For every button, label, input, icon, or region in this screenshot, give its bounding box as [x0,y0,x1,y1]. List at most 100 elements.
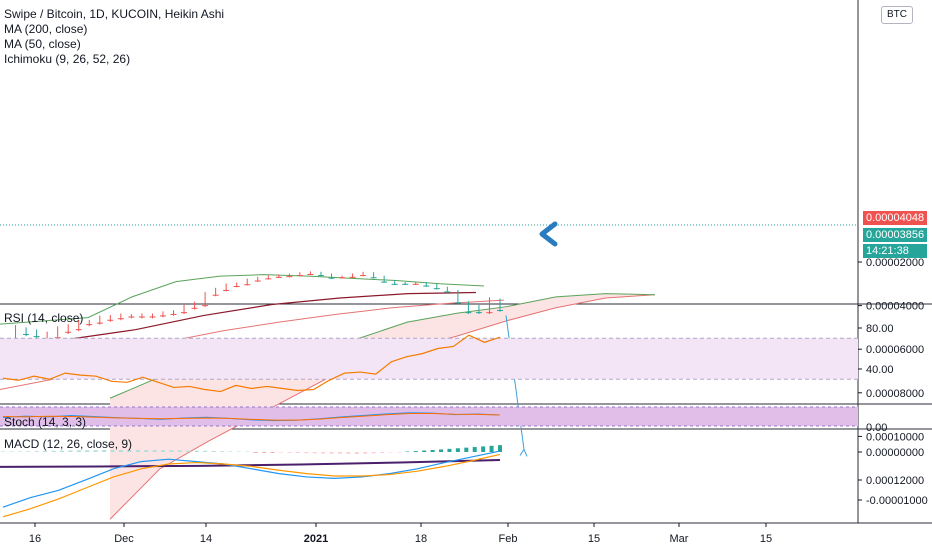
ichimoku-cloud [110,293,655,520]
stoch-label[interactable]: Stoch (14, 3, 3) [4,415,87,429]
macd-histogram-bar [110,450,115,452]
macd-histogram-bar [489,445,494,452]
price-tick-label: 0.00010000 [866,431,924,443]
projection-arrowhead [519,448,528,457]
macd-histogram-bar [43,450,48,452]
macd-histogram-bar [270,452,275,453]
candle-body [454,302,461,304]
macd-histogram-bar [472,447,477,452]
macd-histogram-bar [321,452,326,454]
candle-body [402,283,409,285]
macd-histogram-bar [363,452,368,454]
macd-histogram-bar [304,452,309,454]
price-tick-label: 0.00004000 [866,301,924,313]
time-tick-label: Feb [499,533,518,545]
candle-body [286,276,293,278]
time-tick-label: 15 [588,533,600,545]
rsi-tick-label: 40.00 [866,364,894,376]
macd-histogram-bar [51,450,56,452]
candle-body [275,276,282,278]
macd-histogram-bar [498,445,502,452]
macd-histogram-bar [253,452,258,453]
price-tick-label: 0.00012000 [866,475,924,487]
stoch-tick-label: 0.00 [866,422,887,434]
candle-body [349,276,356,278]
candle-body [265,278,272,280]
macd-histogram-bar [93,450,98,452]
candle-body [444,291,451,293]
left-arrow-marker [539,221,558,247]
rsi-band [0,338,858,380]
candle-body [107,319,114,321]
candle-body [96,322,103,324]
macd-histogram-bar [388,452,393,453]
macd-histogram-bar [85,450,90,452]
macd-histogram-bar [278,452,283,453]
macd-histogram-bar [220,451,225,452]
macd-histogram-bar [287,452,292,453]
candle-body [54,337,61,339]
macd-histogram-bar [380,452,385,453]
macd-histogram-bar [177,450,182,452]
chart-title: Swipe / Bitcoin, 1D, KUCOIN, Heikin Ashi [4,7,225,21]
macd-histogram-bar [464,447,469,452]
time-tick-label: 14 [200,533,212,545]
candle-body [475,312,482,314]
macd-histogram-bar [9,451,14,452]
currency-badge[interactable]: BTC [881,6,913,24]
macd-histogram-bar [76,450,81,452]
stoch-band [0,407,858,426]
candle-body [328,277,335,279]
candle-body [486,312,493,314]
stoch-d-line [2,412,501,421]
ichimoku-lagging-span [0,274,485,325]
candle-body [391,283,398,285]
candle-body [339,277,346,279]
candle-body [170,313,177,315]
rsi-line [2,334,501,393]
candle-body [370,277,377,279]
candle-body [138,316,145,318]
candle-body [381,281,388,283]
ma50-legend[interactable]: MA (50, close) [4,37,81,51]
candle-body [433,288,440,290]
candle-body [233,285,240,287]
time-tick-label: Mar [670,533,689,545]
candle-body [360,275,367,277]
candle-body [149,316,156,318]
macd-label[interactable]: MACD (12, 26, close, 9) [4,437,133,451]
macd-histogram-bar [26,451,31,452]
candle-body [223,289,230,291]
ichimoku-legend[interactable]: Ichimoku (9, 26, 52, 26) [4,52,131,66]
macd-histogram-bar [413,451,418,452]
macd-histogram-bar [194,450,199,452]
time-tick-label: 16 [29,533,41,545]
stoch-k-line [2,412,501,422]
candle-body [202,305,209,307]
price-tick-label: 0.00002000 [866,257,924,269]
projection-line [505,315,525,450]
rsi-label[interactable]: RSI (14, close) [4,311,84,325]
candle-body [212,294,219,296]
macd-histogram-bar [236,451,241,452]
macd-histogram-bar [439,449,444,452]
candle-body [128,316,135,318]
candle-body [244,284,251,286]
ma200-legend[interactable]: MA (200, close) [4,22,88,36]
candle-body [317,275,324,277]
macd-histogram-bar [396,452,401,453]
rsi-tick-label: 80.00 [866,323,894,335]
time-tick-label: Dec [114,533,134,545]
macd-histogram-bar [262,452,267,453]
price-tick-label: 0.00008000 [866,388,924,400]
macd-histogram-bar [17,451,22,452]
macd-histogram-bar [59,450,64,452]
macd-line [2,450,501,508]
time-tick-label: 18 [415,533,427,545]
candle-body [254,280,261,282]
macd-histogram-bar [354,452,359,454]
candle-body [23,333,30,335]
macd-histogram-bar [430,449,435,452]
